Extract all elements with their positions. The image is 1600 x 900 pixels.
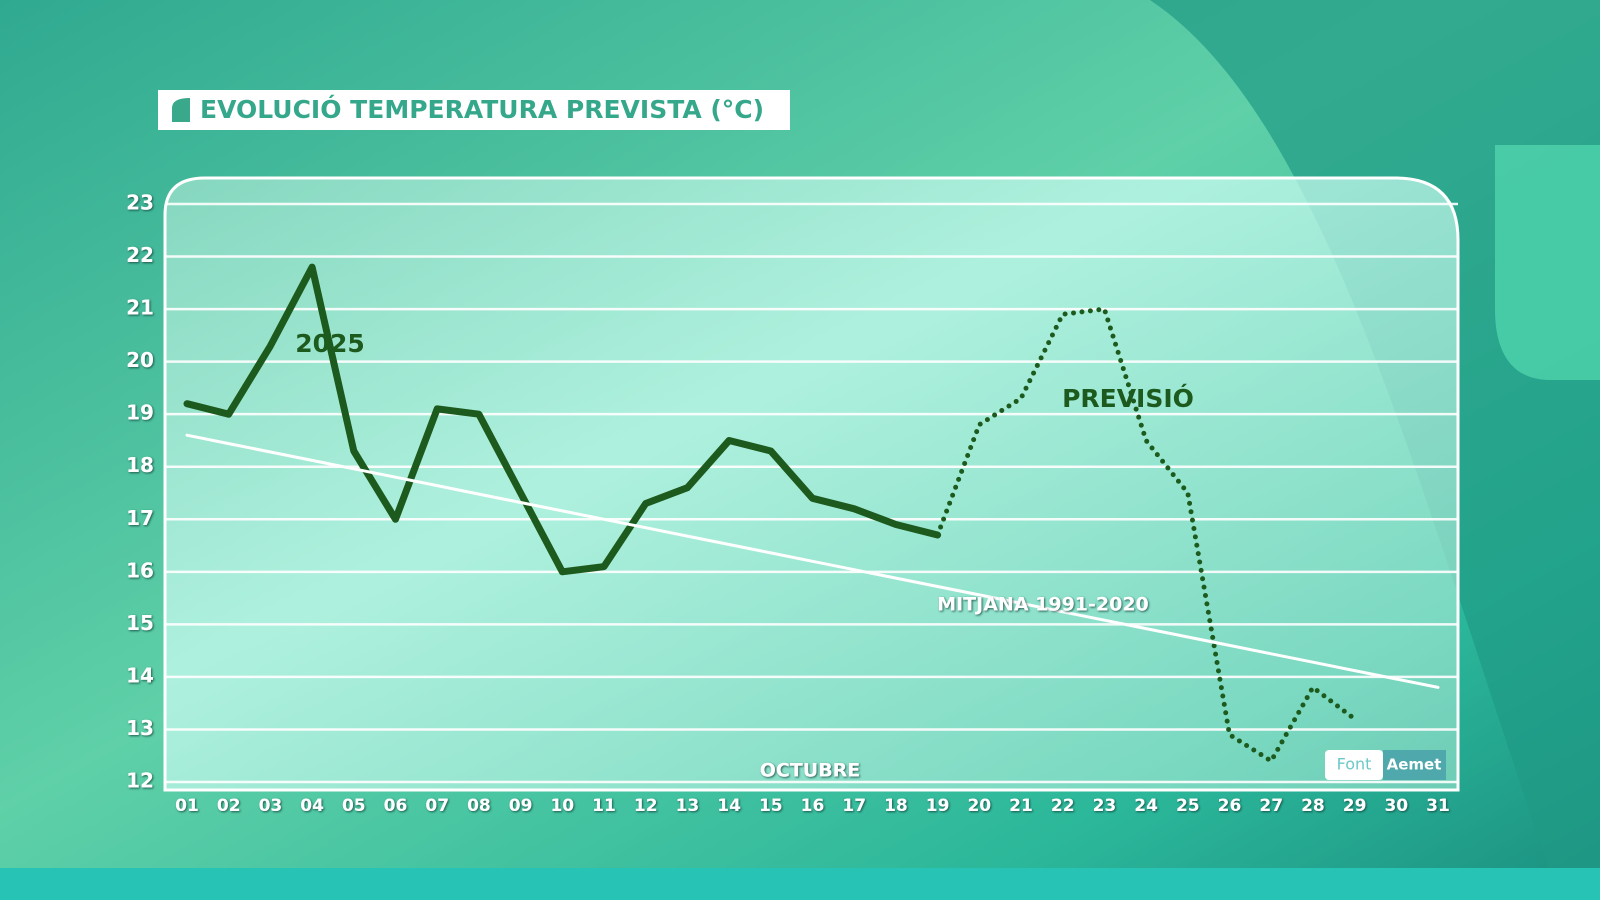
x-tick-label: 04 (300, 796, 324, 816)
y-tick-label: 20 (126, 348, 154, 372)
y-tick-label: 13 (126, 716, 154, 740)
x-tick-label: 25 (1176, 796, 1200, 816)
logo-shape (1495, 145, 1600, 380)
source: Aemet (1387, 756, 1442, 774)
x-tick-label: 18 (884, 796, 908, 816)
chart-title: EVOLUCIÓ TEMPERATURA PREVISTA (°C) (200, 94, 764, 124)
series-label: 2025 (295, 329, 365, 358)
series-label: MITJANA 1991-2020 (937, 594, 1149, 616)
y-tick-label: 22 (126, 243, 154, 267)
x-axis-label: OCTUBRE (760, 760, 861, 782)
y-tick-label: 17 (126, 506, 154, 530)
x-tick-label: 06 (384, 796, 408, 816)
x-tick-label: 02 (217, 796, 241, 816)
x-tick-label: 14 (717, 796, 741, 816)
x-tick-label: 15 (759, 796, 783, 816)
x-tick-label: 03 (259, 796, 283, 816)
x-tick-label: 08 (467, 796, 491, 816)
x-tick-label: 05 (342, 796, 366, 816)
series-line (935, 306, 1358, 764)
x-tick-label: 20 (967, 796, 991, 816)
y-tick-label: 15 (126, 611, 154, 635)
x-tick-label: 27 (1259, 796, 1283, 816)
x-tick-label: 01 (175, 796, 199, 816)
x-tick-label: 22 (1051, 796, 1075, 816)
x-tick-label: 30 (1384, 796, 1408, 816)
x-tick-label: 10 (550, 796, 574, 816)
x-tick-label: 16 (801, 796, 825, 816)
x-tick-label: 13 (676, 796, 700, 816)
x-tick-label: 11 (592, 796, 616, 816)
x-tick-label: 31 (1426, 796, 1450, 816)
x-tick-label: 09 (509, 796, 533, 816)
x-tick-label: 21 (1009, 796, 1033, 816)
y-tick-label: 21 (126, 296, 154, 320)
y-tick-label: 18 (126, 453, 154, 477)
x-tick-label: 29 (1343, 796, 1367, 816)
series-line (185, 433, 1440, 689)
title-box (158, 90, 790, 130)
plot-panel (163, 176, 1460, 792)
x-tick-label: 26 (1218, 796, 1242, 816)
x-tick-label: 07 (425, 796, 449, 816)
series-label: PREVISIÓ (1062, 383, 1194, 413)
x-tick-label: 23 (1093, 796, 1117, 816)
y-tick-label: 16 (126, 558, 154, 582)
y-tick-label: 14 (126, 663, 154, 687)
x-tick-label: 17 (842, 796, 866, 816)
decor (1150, 0, 1600, 900)
y-tick-label: 19 (126, 401, 154, 425)
title-icon (172, 98, 190, 122)
y-tick-label: 12 (126, 769, 154, 793)
source-label-box (1325, 750, 1383, 780)
source-label: Font (1337, 755, 1372, 774)
x-tick-label: 19 (926, 796, 950, 816)
x-tick-label: 28 (1301, 796, 1325, 816)
bottom-band (0, 868, 1600, 900)
x-tick-label: 12 (634, 796, 658, 816)
y-tick-label: 23 (126, 191, 154, 215)
source-box (1383, 750, 1446, 780)
series-line (183, 263, 942, 576)
x-tick-label: 24 (1134, 796, 1158, 816)
